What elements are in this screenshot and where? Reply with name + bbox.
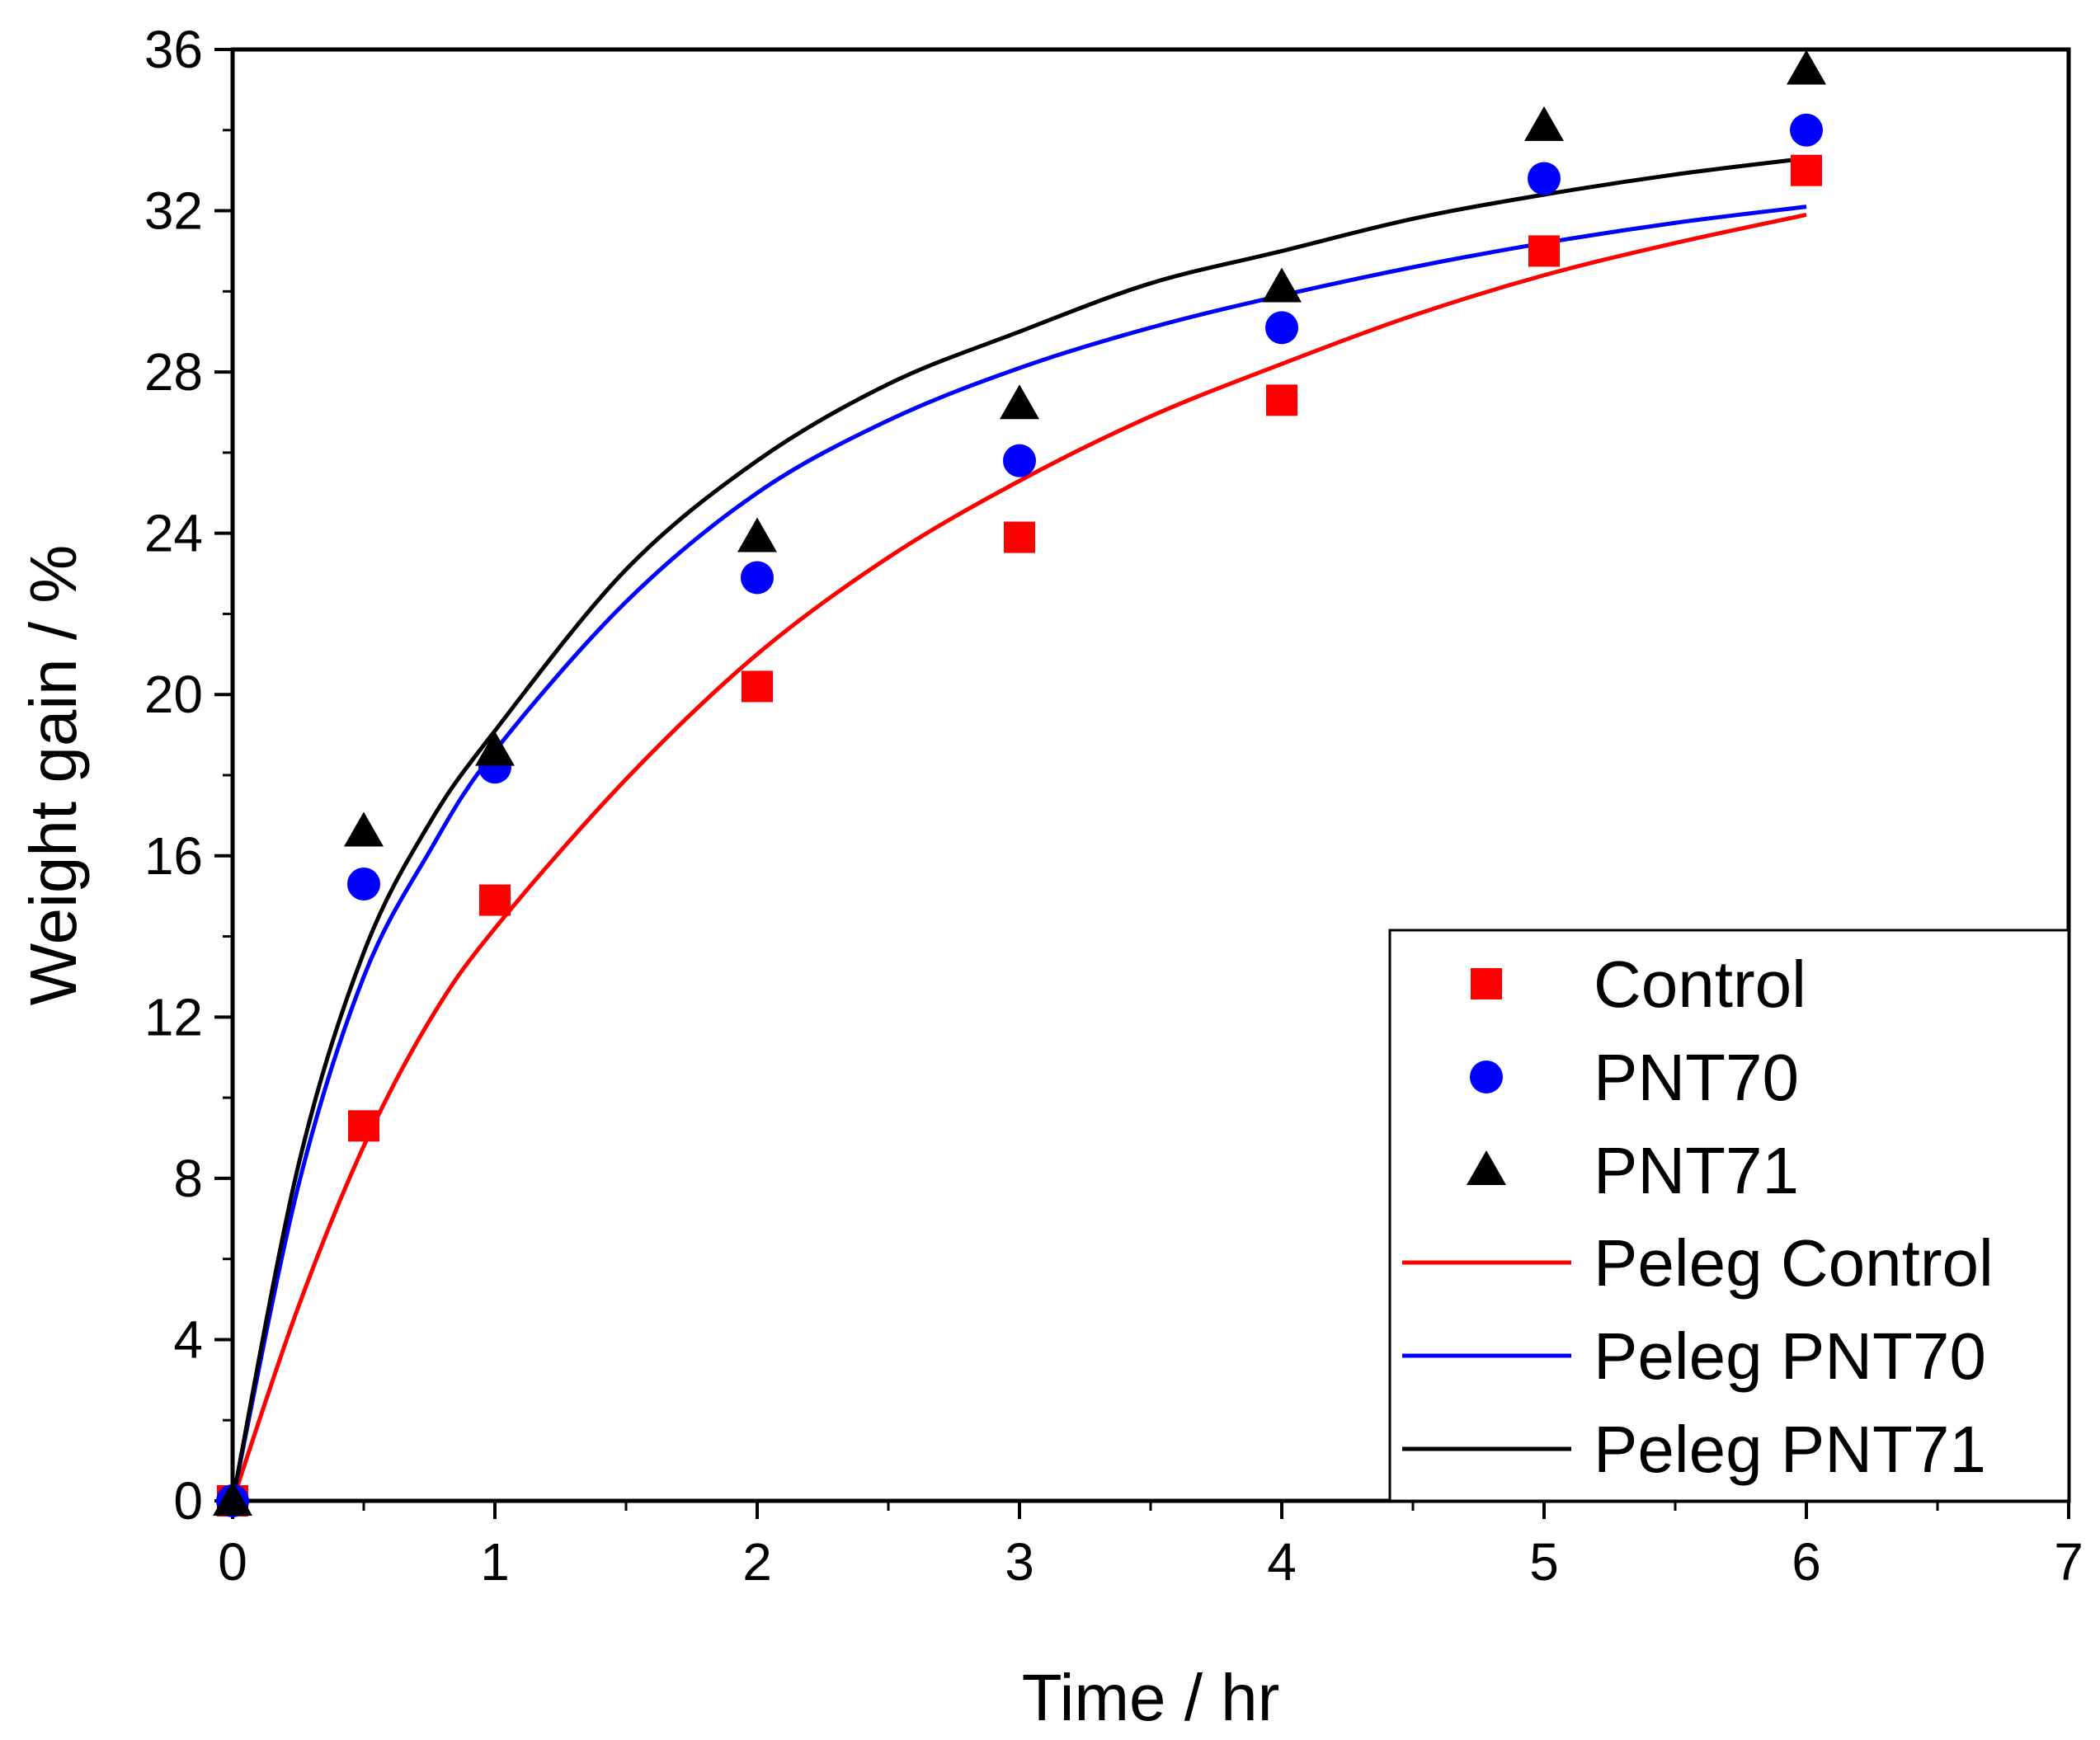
point-pnt71 xyxy=(737,517,777,553)
x-tick-label: 6 xyxy=(1792,1532,1821,1592)
y-tick-label: 20 xyxy=(144,665,203,724)
y-tick-label: 28 xyxy=(144,342,203,402)
legend-label-pnt70: PNT70 xyxy=(1594,1041,1799,1114)
y-tick-label: 0 xyxy=(173,1471,203,1531)
point-pnt70 xyxy=(1003,444,1036,477)
point-control xyxy=(1266,384,1297,416)
point-pnt71 xyxy=(475,731,515,766)
curve-peleg-pnt71 xyxy=(230,156,1807,1502)
x-axis-title: Time / hr xyxy=(1022,1661,1280,1734)
point-pnt70 xyxy=(1265,311,1298,345)
y-tick-label: 12 xyxy=(144,987,203,1046)
point-control xyxy=(1004,521,1035,553)
legend-box xyxy=(1388,929,2070,1503)
y-tick-label: 32 xyxy=(144,181,203,241)
point-pnt71 xyxy=(1262,267,1302,303)
y-axis-title: Weight gain / % xyxy=(16,545,90,1006)
legend: Control PNT70 PNT71 Peleg Control Peleg PNT7… xyxy=(1388,929,2070,1503)
legend-label-control: Control xyxy=(1594,948,1806,1021)
curve-peleg-pnt70 xyxy=(230,205,1807,1502)
legend-label-pnt71: PNT71 xyxy=(1594,1134,1799,1207)
point-control xyxy=(742,670,773,703)
y-tick-label: 16 xyxy=(144,826,203,886)
point-pnt71 xyxy=(344,811,384,847)
x-tick-label: 3 xyxy=(1005,1532,1034,1592)
legend-label-peleg-pnt71: Peleg PNT71 xyxy=(1594,1413,1986,1486)
legend-swatch-pnt71 xyxy=(1467,1150,1506,1185)
x-tick-label: 7 xyxy=(2054,1532,2084,1592)
point-control xyxy=(479,884,511,916)
point-pnt71 xyxy=(1000,384,1039,420)
point-pnt70 xyxy=(1790,113,1823,147)
x-axis-ticks: 0 1 2 3 4 5 6 7 xyxy=(218,1501,2084,1592)
point-control xyxy=(1791,154,1822,186)
legend-label-peleg-control: Peleg Control xyxy=(1594,1226,1994,1300)
point-pnt71 xyxy=(1787,49,1826,85)
point-control xyxy=(348,1110,379,1142)
y-tick-label: 24 xyxy=(144,504,203,563)
point-pnt70 xyxy=(741,561,774,595)
point-control xyxy=(1528,235,1560,267)
x-tick-label: 4 xyxy=(1267,1532,1297,1592)
x-tick-label: 5 xyxy=(1529,1532,1559,1592)
point-pnt71 xyxy=(213,1481,252,1516)
point-pnt70 xyxy=(1528,162,1561,195)
x-tick-label: 0 xyxy=(218,1532,247,1592)
point-pnt71 xyxy=(1524,106,1564,141)
y-tick-label: 4 xyxy=(173,1310,203,1369)
legend-label-peleg-pnt70: Peleg PNT70 xyxy=(1594,1319,1986,1393)
point-pnt70 xyxy=(347,868,380,901)
y-tick-label: 8 xyxy=(173,1149,203,1208)
y-axis-ticks: 0 4 8 12 16 20 24 28 32 36 xyxy=(144,20,233,1531)
legend-swatch-pnt70 xyxy=(1470,1060,1503,1093)
x-tick-label: 1 xyxy=(480,1532,510,1592)
legend-swatch-control xyxy=(1471,968,1502,999)
data-points xyxy=(213,49,1826,1517)
y-tick-label: 36 xyxy=(144,20,203,79)
x-tick-label: 2 xyxy=(742,1532,772,1592)
